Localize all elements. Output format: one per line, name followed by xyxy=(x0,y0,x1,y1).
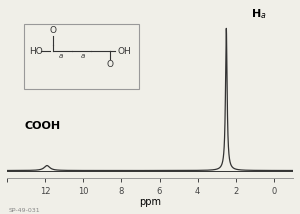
Text: SP-49-031: SP-49-031 xyxy=(9,208,40,213)
Text: H$_a$: H$_a$ xyxy=(251,7,267,21)
X-axis label: ppm: ppm xyxy=(139,197,161,207)
Text: COOH: COOH xyxy=(24,122,60,131)
